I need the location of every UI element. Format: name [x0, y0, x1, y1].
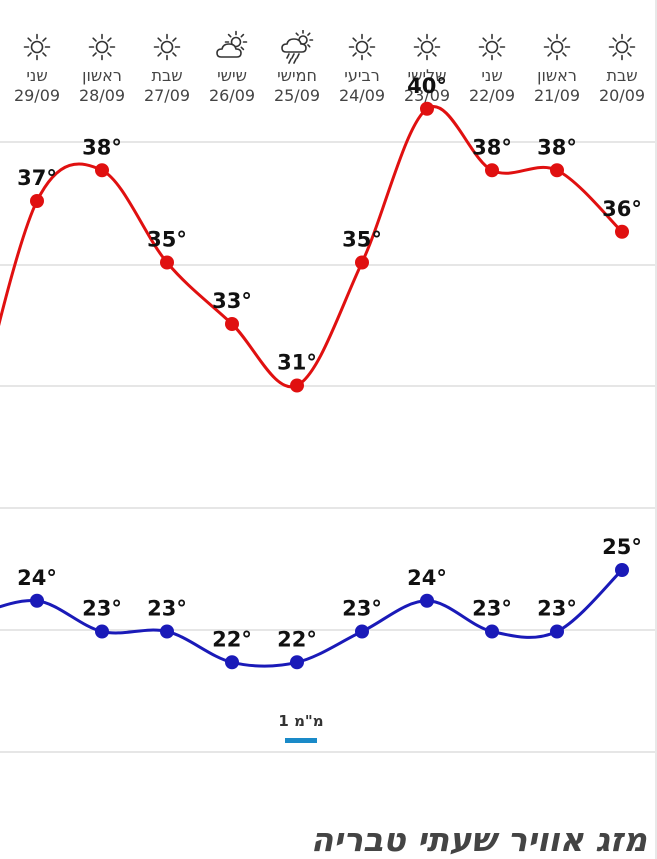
sun-icon	[478, 33, 506, 61]
data-label: 31°	[277, 351, 317, 375]
data-point	[30, 194, 44, 208]
data-label: 25°	[602, 535, 642, 559]
day-column: שני 29/09	[5, 30, 69, 106]
day-name: שישי	[217, 66, 247, 85]
day-name: ראשון	[82, 66, 122, 85]
day-column: שלישי 23/09	[395, 30, 459, 106]
day-name: שני	[26, 66, 48, 85]
day-name: שלישי	[407, 66, 447, 85]
sun-icon	[88, 33, 116, 61]
data-label: 23°	[472, 597, 512, 621]
day-date: 27/09	[143, 86, 191, 105]
page-title: מזג אוויר שעתי טבריה	[310, 820, 647, 859]
data-point	[225, 655, 239, 670]
weather-icon-wrap	[590, 30, 654, 64]
day-date: 20/09	[598, 86, 646, 105]
data-point	[550, 163, 564, 178]
day-date: 22/09	[468, 86, 516, 105]
right-edge-divider	[655, 0, 657, 859]
data-label: 33°	[212, 289, 252, 313]
data-point	[95, 624, 109, 639]
data-point	[420, 101, 434, 116]
data-point	[160, 255, 174, 270]
weather-icon-wrap	[135, 30, 199, 64]
day-date: 28/09	[78, 86, 126, 105]
data-label: 23°	[147, 597, 187, 621]
weather-icon-wrap	[330, 30, 394, 64]
day-column: שבת 27/09	[135, 30, 199, 106]
data-point	[485, 163, 499, 178]
data-label: 23°	[537, 597, 577, 621]
day-column: שני 22/09	[460, 30, 524, 106]
data-label: 38°	[472, 135, 512, 159]
day-date: 24/09	[338, 86, 386, 105]
weather-icon-wrap	[70, 30, 134, 64]
day-column: ראשון 28/09	[70, 30, 134, 106]
day-name: שבת	[606, 66, 638, 85]
data-point	[290, 655, 304, 670]
weather-icon-wrap	[5, 30, 69, 64]
data-label: 22°	[277, 627, 317, 651]
tab-active-indicator	[285, 738, 317, 743]
data-point	[420, 593, 434, 608]
sun-icon	[608, 33, 636, 61]
day-name: שבת	[151, 66, 183, 85]
data-label: 22°	[212, 627, 252, 651]
day-column: חמישי 25/09	[265, 29, 329, 106]
data-point	[30, 593, 44, 608]
day-date: 21/09	[533, 86, 581, 105]
day-date: 23/09	[403, 86, 451, 105]
data-label: 23°	[342, 597, 382, 621]
day-header-row: שני 29/09 ראשון 28/09 שבת 27/09 שישי 26/09 חמישי…	[0, 0, 657, 125]
weather-icon-wrap	[460, 30, 524, 64]
data-label: 24°	[17, 566, 57, 590]
rain-cloud-icon	[281, 29, 314, 64]
data-point	[160, 624, 174, 639]
day-name: חמישי	[277, 66, 317, 85]
day-column: שבת 20/09	[590, 30, 654, 106]
data-point	[615, 563, 629, 577]
day-column: שישי 26/09	[200, 30, 264, 106]
data-point	[615, 224, 629, 239]
sun-icon	[543, 33, 571, 61]
day-column: רביעי 24/09	[330, 30, 394, 106]
data-label: 35°	[147, 228, 187, 252]
day-date: 25/09	[273, 86, 321, 105]
precipitation-tab-label: 1 מ"מ	[278, 712, 324, 730]
data-point	[225, 317, 239, 331]
sun-icon	[153, 33, 181, 61]
data-point	[355, 624, 369, 639]
data-label: 24°	[407, 566, 447, 590]
sun-icon	[413, 33, 441, 61]
sun-icon	[348, 33, 376, 61]
partly-cloudy-icon	[216, 30, 248, 58]
weather-icon-wrap	[265, 29, 329, 64]
sun-icon	[23, 33, 51, 61]
data-label: 23°	[82, 597, 122, 621]
data-label: 37°	[17, 166, 57, 190]
data-point	[550, 624, 564, 639]
day-date: 26/09	[208, 86, 256, 105]
data-point	[290, 378, 304, 393]
data-label: 40°	[407, 74, 447, 98]
weather-icon-wrap	[200, 30, 264, 64]
data-point	[485, 624, 499, 639]
day-name: רביעי	[344, 66, 380, 85]
weather-icon-wrap	[525, 30, 589, 64]
day-date: 29/09	[13, 86, 61, 105]
precipitation-tab[interactable]: 1 מ"מ	[270, 712, 332, 743]
day-column: ראשון 21/09	[525, 30, 589, 106]
weather-icon-wrap	[395, 30, 459, 64]
day-name: ראשון	[537, 66, 577, 85]
day-name: שני	[481, 66, 503, 85]
data-label: 38°	[82, 135, 122, 159]
data-label: 38°	[537, 135, 577, 159]
data-label: 36°	[602, 197, 642, 221]
data-label: 35°	[342, 228, 382, 252]
data-point	[95, 163, 109, 178]
data-point	[355, 255, 369, 270]
